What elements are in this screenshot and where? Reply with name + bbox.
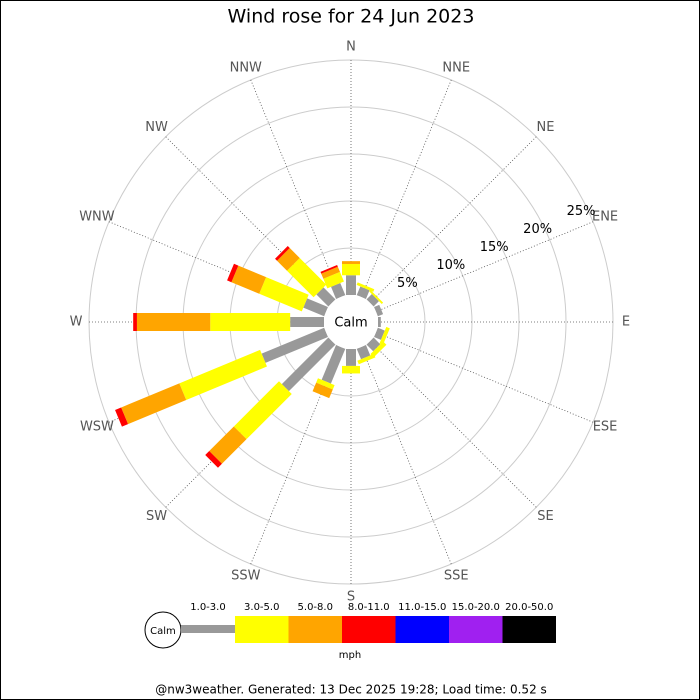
bar-segment [303,298,328,317]
r-tick-label: 20% [523,222,552,237]
bar-segment [357,353,376,365]
legend-swatch [181,625,235,633]
direction-label: SSW [231,569,261,584]
direction-label: S [347,590,355,605]
bar-segment [316,378,335,390]
r-tick-label: 10% [436,258,465,273]
bar-segment [312,382,333,399]
bar-segment [205,451,222,468]
direction-label: NNW [230,60,262,75]
legend-label: 11.0-15.0 [398,602,446,613]
direction-label: WNW [79,209,115,224]
spoke [360,79,452,298]
direction-label: N [346,40,356,55]
bar-segment [366,294,379,307]
bar-segment [115,407,129,427]
bar-segment [316,287,336,307]
direction-label: SSE [444,569,469,584]
bar-segment [379,326,390,345]
legend-swatch [395,616,449,643]
bar-segment [321,266,340,279]
bar-segment [281,337,336,392]
bar-segment [286,257,327,298]
bar-segment [290,317,324,327]
bar-segment [356,345,371,360]
spoke [375,331,594,423]
bar-segment [233,381,292,440]
legend-label: 5.0-8.0 [298,602,333,613]
bar-segment [374,327,385,340]
bar-segment [136,313,211,331]
legend-unit: mph [339,650,361,661]
legend-label: 3.0-5.0 [244,602,279,613]
r-tick-label: 5% [397,276,418,291]
bar-segment [321,345,346,384]
bar-segment [342,263,360,276]
legend-swatch [288,616,342,643]
bar-segment [342,261,360,264]
spoke [360,346,452,565]
legend-swatch [342,616,396,643]
direction-label: WSW [80,420,114,435]
calm-label: Calm [334,316,367,331]
spoke [369,340,537,508]
legend-label: 1.0-3.0 [190,602,225,613]
legend-calm-label: Calm [150,626,176,637]
bar-segment [356,286,370,299]
bar-segment [378,317,381,327]
spoke [375,221,594,313]
bar-segment [261,327,328,363]
bar-segment [121,383,187,425]
bar-segment [346,349,356,366]
direction-label: SE [537,509,553,524]
chart-title: Wind rose for 24 Jun 2023 [228,6,475,28]
bar-segment [323,271,344,289]
direction-label: NW [145,120,168,135]
bar-segment [374,304,384,317]
legend-swatch [502,616,556,643]
direction-label: E [622,315,630,330]
direction-label: ENE [592,209,618,224]
direction-label: W [70,315,83,330]
bar-segment [370,341,387,358]
r-tick-label: 25% [567,204,596,219]
direction-label: NNE [442,60,470,75]
bar-segment [346,275,356,295]
bar-segment [209,426,247,464]
calm-circle [324,295,378,349]
spoke [369,136,537,304]
bar-segment [331,282,346,299]
bar-segment [369,289,384,304]
spoke [250,79,342,298]
bar-segment [179,349,267,401]
footer: @nw3weather. Generated: 13 Dec 2025 19:2… [155,683,547,697]
legend-label: 8.0-11.0 [348,602,390,613]
bar-segment [342,365,360,374]
direction-label: ESE [593,420,618,435]
legend-swatch [449,616,503,643]
r-tick-label: 15% [480,240,509,255]
bar-segment [275,246,290,261]
bar-segment [210,313,291,331]
bar-segment [277,248,300,271]
bar-segment [320,264,338,274]
legend-label: 15.0-20.0 [452,602,500,613]
bar-segment [259,277,309,312]
bar-segment [356,282,375,292]
bar-segment [366,337,381,352]
legend-swatch [235,616,289,643]
bar-segment [133,313,137,331]
direction-label: NE [536,120,554,135]
legend-label: 20.0-50.0 [505,602,553,613]
direction-label: SW [146,509,167,524]
bar-segment [231,265,267,294]
bar-segment [227,263,239,283]
